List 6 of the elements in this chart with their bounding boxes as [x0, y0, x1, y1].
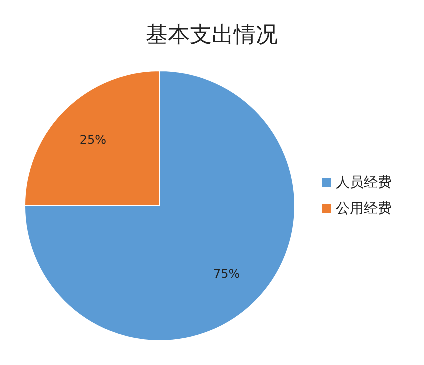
data-label: 25%: [80, 133, 107, 148]
data-label: 75%: [213, 266, 240, 281]
legend-label: 人员经费: [336, 175, 392, 191]
chart-title: 基本支出情况: [146, 23, 278, 48]
legend-label: 公用经费: [336, 201, 392, 217]
pie-slice: [24, 70, 296, 342]
